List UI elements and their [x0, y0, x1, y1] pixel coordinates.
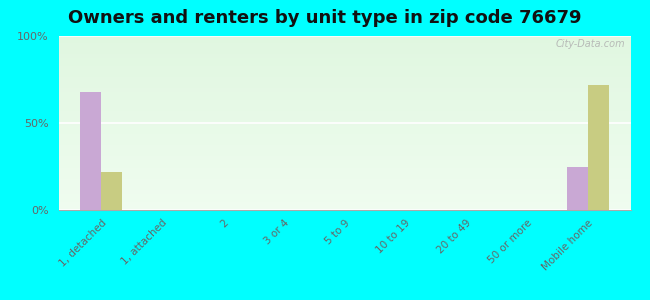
Text: Owners and renters by unit type in zip code 76679: Owners and renters by unit type in zip c… — [68, 9, 582, 27]
Bar — [588, 85, 609, 210]
Bar — [567, 167, 588, 210]
Bar — [80, 92, 101, 210]
Bar — [101, 172, 122, 210]
Text: City-Data.com: City-Data.com — [555, 40, 625, 50]
